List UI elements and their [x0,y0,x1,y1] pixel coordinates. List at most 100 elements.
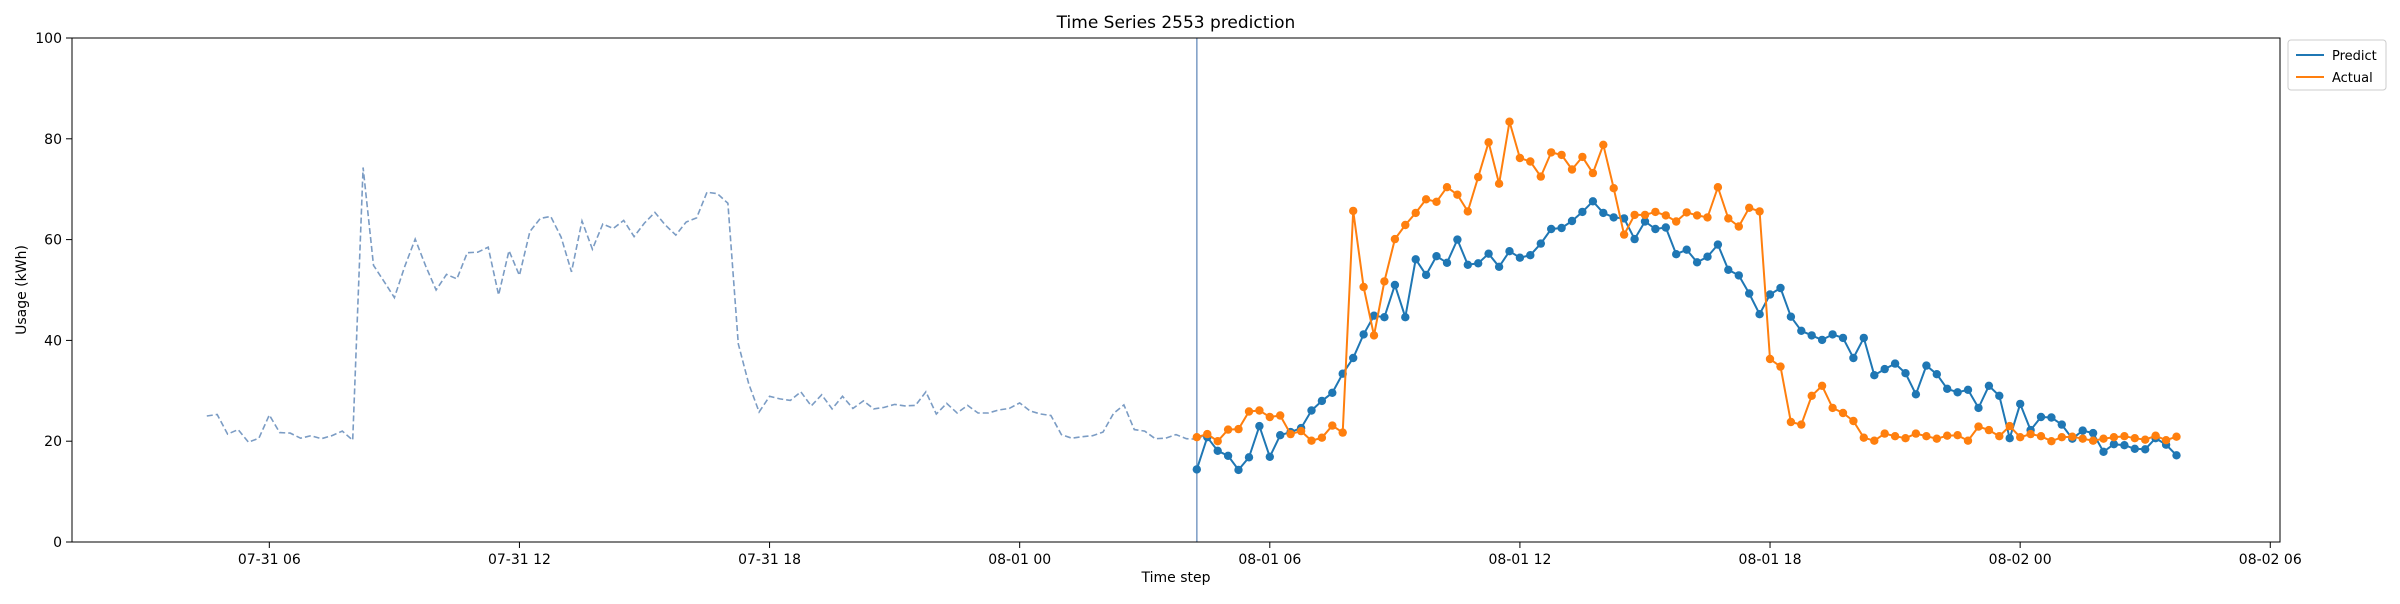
actual-point [1776,362,1785,371]
actual-point [1578,152,1587,162]
predict-point [1234,465,1243,475]
actual-point [1359,282,1368,292]
actual-point [1797,420,1806,429]
actual-point [1484,138,1493,147]
predict-point [2088,428,2098,438]
actual-point [1411,208,1420,218]
predict-point [1359,330,1368,339]
predict-point [1223,451,1233,460]
actual-point [2172,432,2181,441]
predict-point [1494,262,1504,271]
actual-point [1557,150,1566,160]
actual-point [1974,422,1983,431]
x-tick-label: 07-31 18 [738,552,801,568]
predict-point [1567,216,1577,226]
actual-point [1244,407,1254,416]
actual-point [1390,234,1400,244]
actual-point [1765,354,1775,364]
predict-point [1922,361,1931,370]
actual-point [2005,421,2014,431]
predict-point [1849,353,1858,363]
actual-point [1870,436,1879,445]
predict-point [1807,331,1816,340]
chart-title: Time Series 2553 prediction [1056,13,1296,33]
y-tick-label: 0 [53,535,62,551]
actual-point [1755,207,1764,216]
predict-point [1859,333,1869,343]
predict-point [1984,381,1994,390]
actual-point [1494,179,1504,188]
predict-point [1380,313,1389,322]
predict-point [1588,197,1598,206]
actual-point [1672,217,1681,226]
actual-point [1265,412,1275,422]
predict-point [2099,447,2108,456]
predict-point [2078,426,2087,435]
predict-point [1672,250,1681,259]
actual-point [2130,434,2139,443]
predict-point [1755,310,1764,319]
actual-point [1703,213,1712,222]
predict-point [1609,213,1618,222]
actual-point [1953,431,1962,440]
actual-point [1474,172,1483,182]
actual-point [1515,153,1525,163]
actual-point [1661,211,1671,220]
predict-point [1776,283,1785,293]
actual-point [1995,432,2004,441]
actual-point [1401,220,1410,230]
predict-point [1713,240,1723,249]
predict-point [1838,333,1848,343]
actual-point [1463,207,1473,216]
actual-point [1849,416,1858,426]
predict-point [1870,371,1879,380]
actual-point [1901,434,1910,443]
actual-point [1724,214,1733,223]
predict-point [1453,235,1462,244]
actual-point [1817,381,1827,390]
predict-point [2109,440,2119,449]
actual-point [1609,184,1618,193]
predict-point [1547,224,1556,234]
x-tick-label: 08-02 00 [1989,552,2052,568]
plot-background [72,38,2280,542]
actual-point [1442,183,1452,192]
predict-point [1745,289,1754,298]
x-tick-label: 08-01 18 [1739,552,1802,568]
actual-point [1203,429,1212,439]
actual-point [1599,140,1608,149]
predict-point [1265,452,1275,461]
predict-point [1213,446,1222,455]
actual-point [1734,222,1744,231]
x-tick-label: 07-31 06 [238,552,301,568]
actual-point [1421,195,1431,204]
predict-point [2036,412,2046,422]
predict-point [1421,270,1431,280]
actual-point [1838,408,1848,418]
predict-point [1953,388,1962,397]
y-axis-label: Usage (kWh) [14,245,30,335]
predict-point [1442,258,1452,267]
actual-point [2141,435,2150,444]
predict-point [1307,406,1316,415]
actual-point [1547,148,1556,157]
actual-point [1276,411,1285,420]
x-axis-label: Time step [1141,570,1211,586]
actual-point [1432,197,1441,206]
predict-point [1526,251,1535,260]
predict-point [1640,217,1650,226]
actual-point [1317,433,1327,442]
predict-point [1817,335,1827,345]
actual-point [1651,207,1660,217]
actual-point [1234,424,1243,434]
predict-point [1619,214,1629,223]
actual-point [1526,157,1535,166]
x-tick-label: 08-01 06 [1238,552,1301,568]
actual-point [1349,206,1358,216]
actual-point [1505,117,1514,126]
actual-point [2016,433,2025,442]
predict-point [1890,359,1900,368]
actual-point [1619,230,1629,239]
actual-point [1984,425,1994,435]
